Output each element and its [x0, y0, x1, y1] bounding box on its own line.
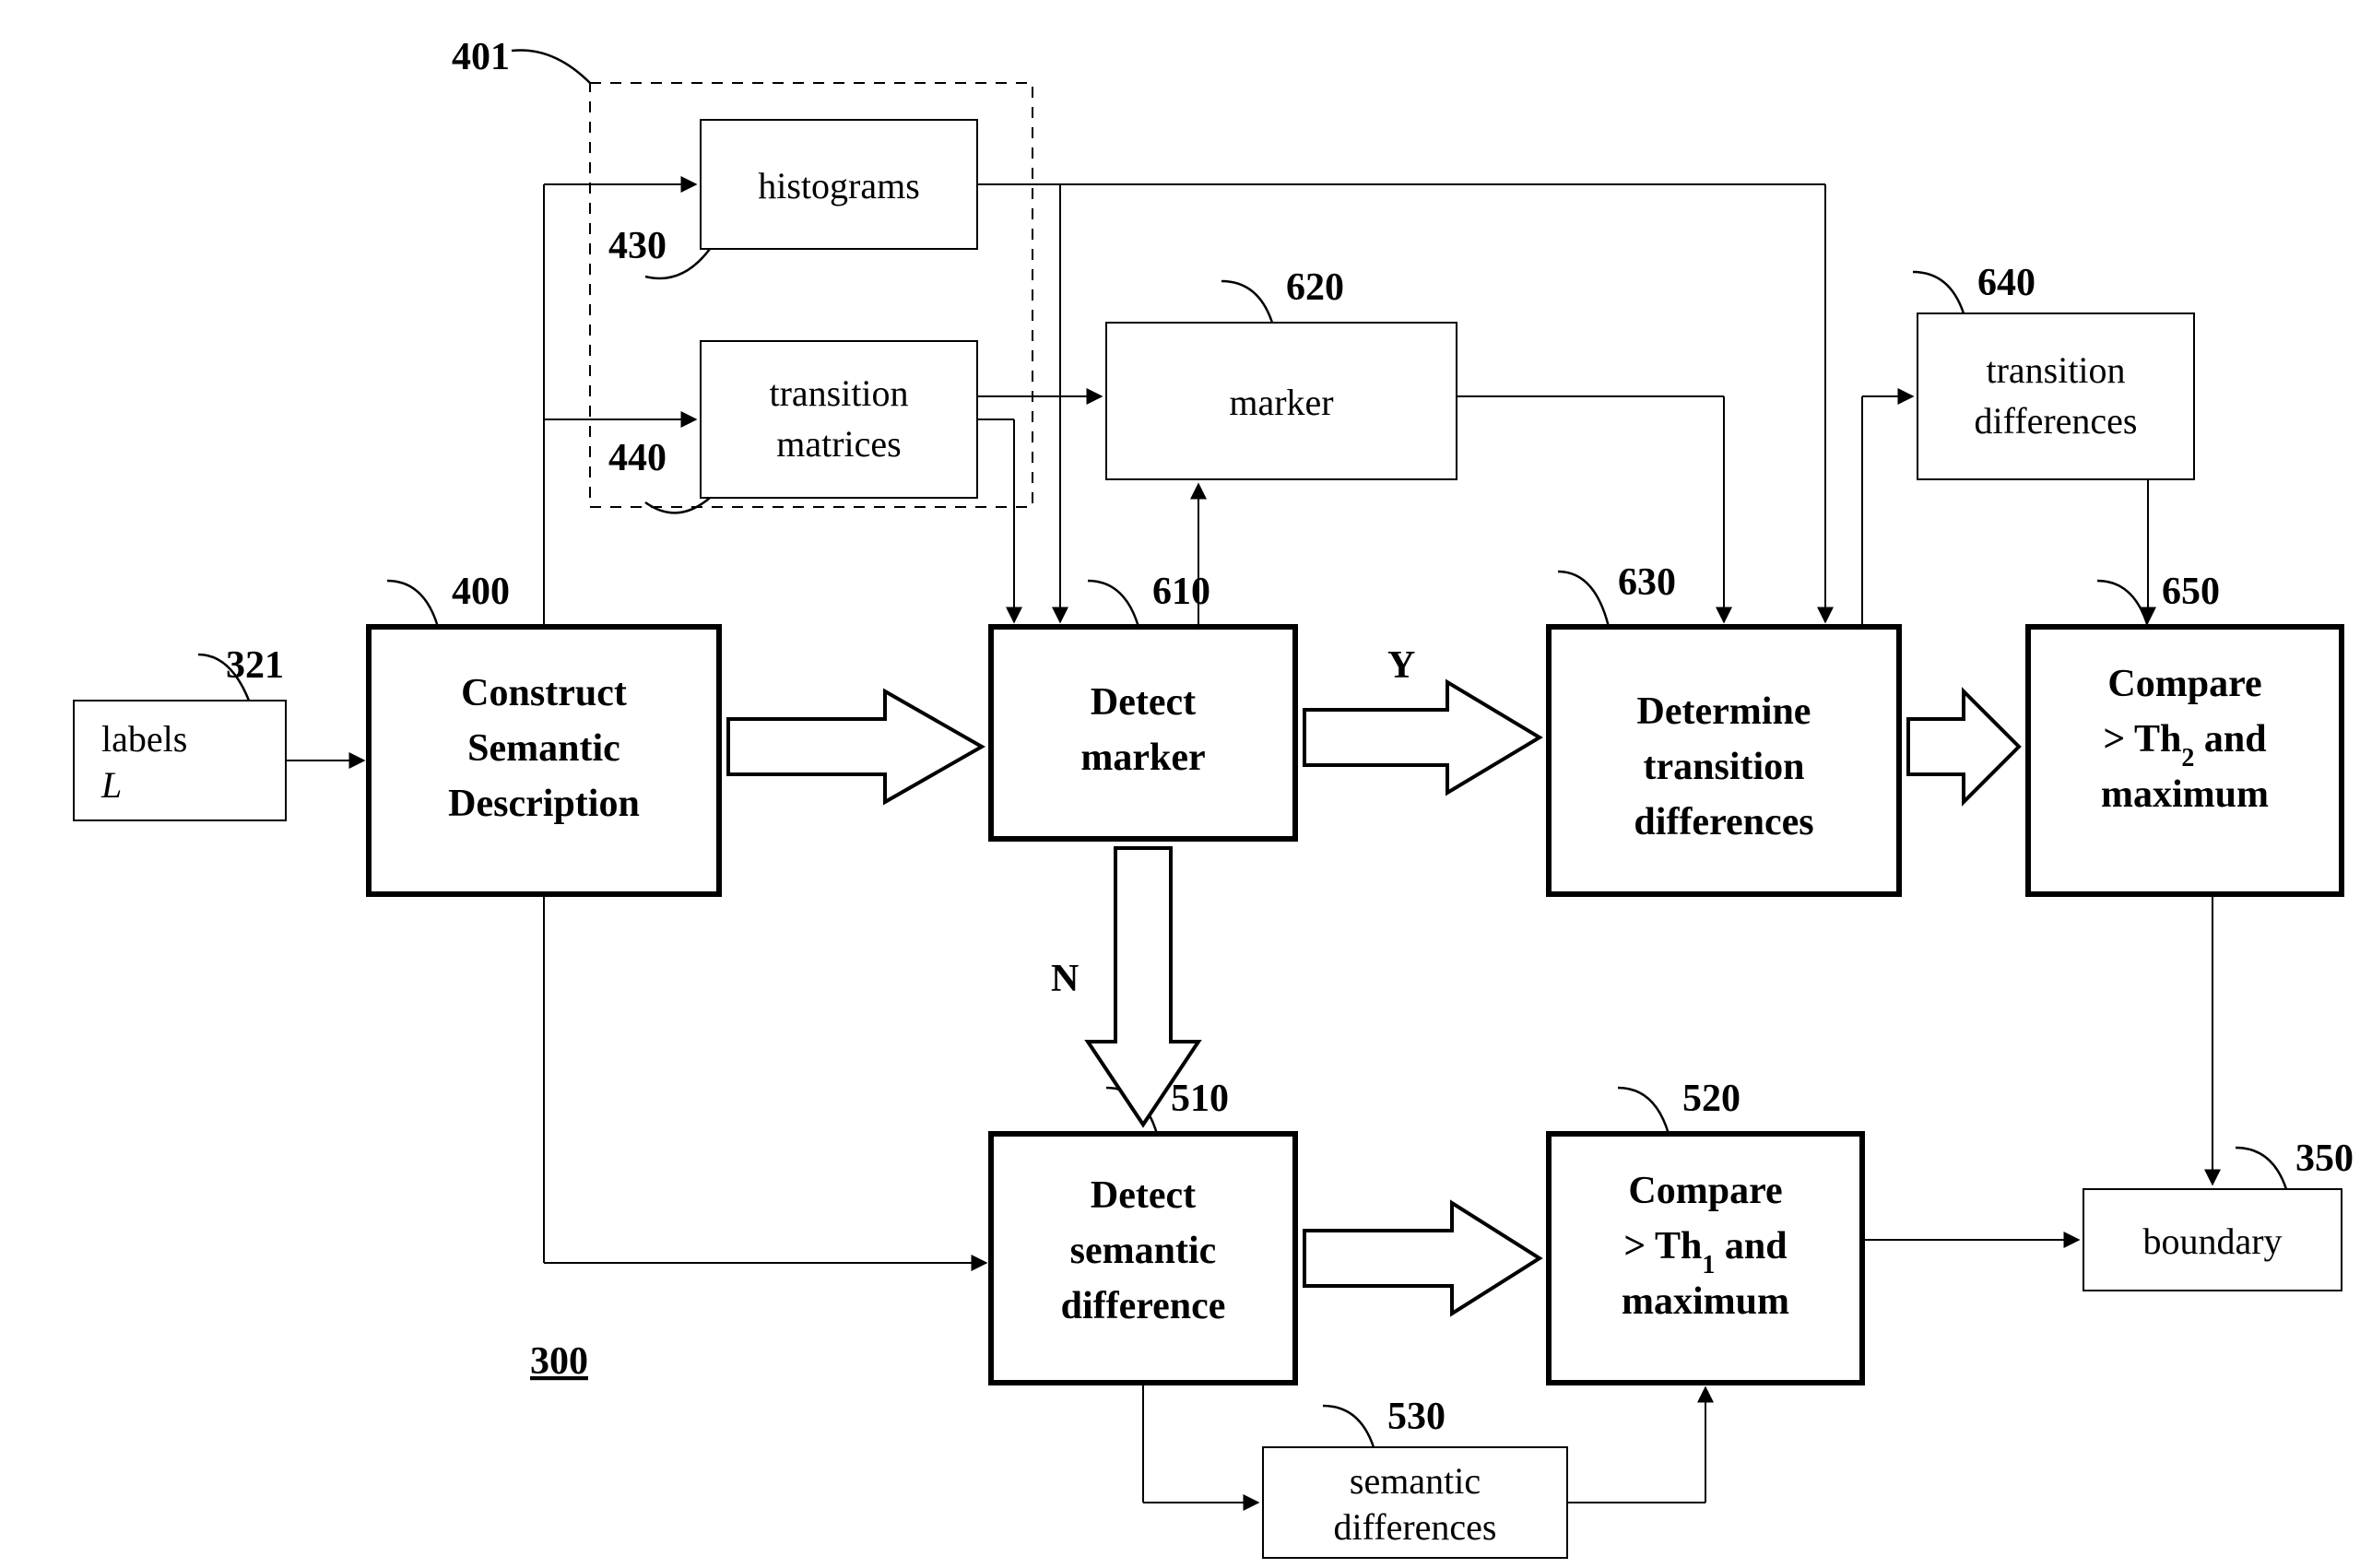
- ref-350: 350: [2295, 1138, 2354, 1180]
- node-compare2-l1: Compare: [2107, 663, 2261, 705]
- node-sem-diff-l1: semantic: [1350, 1460, 1481, 1502]
- node-trans-diff-l1: transition: [1986, 349, 2125, 391]
- ref-510: 510: [1171, 1078, 1229, 1120]
- edge-label-n: N: [1051, 958, 1079, 1000]
- node-detect-sem-l2: semantic: [1070, 1230, 1217, 1272]
- node-construct-l3: Description: [448, 783, 640, 825]
- ref-401: 401: [452, 36, 510, 78]
- node-transition-l2: matrices: [776, 423, 902, 465]
- node-determine-l1: Determine: [1637, 690, 1811, 733]
- node-transition: [701, 341, 977, 498]
- node-compare1-l1: Compare: [1628, 1170, 1782, 1212]
- node-compare2-l3: maximum: [2101, 773, 2269, 816]
- ref-321: 321: [226, 644, 284, 687]
- node-detect-sem-l1: Detect: [1091, 1174, 1196, 1217]
- node-detect-marker-l2: marker: [1080, 737, 1205, 779]
- big-arrow-detectmarker-determine: [1304, 682, 1540, 793]
- ref-440: 440: [608, 437, 667, 479]
- node-determine-l3: differences: [1634, 801, 1813, 843]
- node-transition-l1: transition: [769, 372, 908, 414]
- ref-630: 630: [1618, 561, 1676, 604]
- node-labels-text1: labels: [101, 718, 187, 760]
- ref-650: 650: [2162, 571, 2220, 613]
- ref-520: 520: [1682, 1078, 1740, 1120]
- node-marker-l1: marker: [1229, 382, 1333, 423]
- node-sem-diff-l2: differences: [1334, 1506, 1497, 1548]
- node-detect-sem-l3: difference: [1061, 1285, 1226, 1327]
- node-construct-l2: Semantic: [467, 727, 620, 770]
- edge-label-y: Y: [1387, 644, 1415, 687]
- node-construct-l1: Construct: [461, 672, 627, 714]
- ref-400: 400: [452, 571, 510, 613]
- ref-610: 610: [1152, 571, 1210, 613]
- flowchart-diagram: 401 labels L 321 Construct Semantic Desc…: [0, 0, 2360, 1568]
- node-compare1-l3: maximum: [1622, 1280, 1789, 1323]
- node-histograms-l1: histograms: [758, 165, 920, 206]
- node-boundary-l1: boundary: [2142, 1220, 2282, 1262]
- ref-430: 430: [608, 225, 667, 267]
- big-arrow-detectsem-compare1: [1304, 1203, 1540, 1314]
- node-labels-text2: L: [100, 764, 122, 806]
- big-arrow-construct-detectmarker: [728, 691, 982, 802]
- ref-640: 640: [1977, 262, 2036, 304]
- node-detect-marker-l1: Detect: [1091, 681, 1196, 724]
- node-trans-diff-l2: differences: [1975, 400, 2138, 442]
- node-trans-diff: [1918, 313, 2194, 479]
- big-arrow-determine-compare2: [1908, 691, 2019, 802]
- ref-620: 620: [1286, 266, 1344, 309]
- ref-530: 530: [1387, 1396, 1446, 1438]
- node-detect-marker: [991, 627, 1295, 839]
- node-determine-l2: transition: [1643, 746, 1804, 788]
- diagram-id: 300: [530, 1340, 588, 1383]
